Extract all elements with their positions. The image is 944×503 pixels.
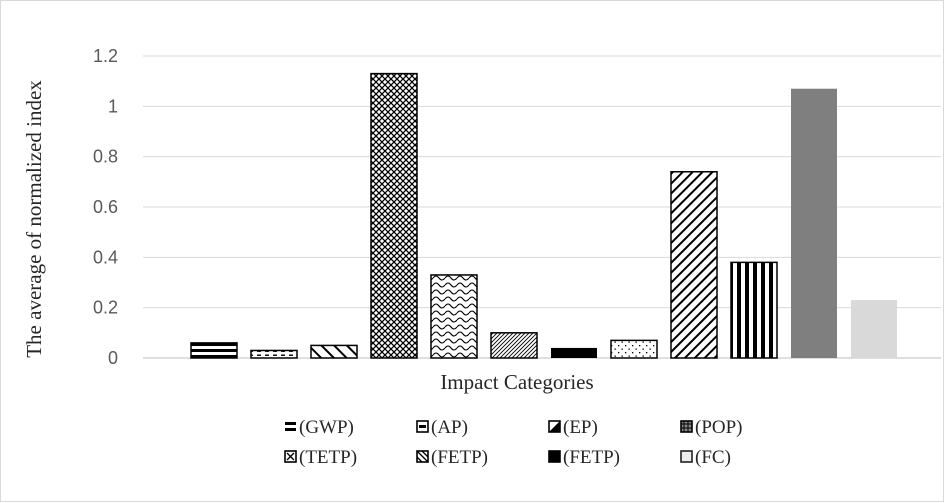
legend-label: (POP) xyxy=(695,417,743,438)
bar xyxy=(310,344,358,359)
bars xyxy=(190,72,897,359)
legend-label: (FETP) xyxy=(431,447,488,468)
bar xyxy=(791,88,837,358)
x-axis-title: Impact Categories xyxy=(440,370,593,394)
legend-item: (AP) xyxy=(416,417,468,438)
legend-item: (GWP) xyxy=(285,417,354,438)
legend-item: (FETP) xyxy=(416,447,488,468)
y-tick-label: 0 xyxy=(108,348,118,368)
bar xyxy=(730,261,778,359)
bar xyxy=(490,332,538,359)
legend-swatch-icon xyxy=(548,420,561,433)
legend-swatch-icon xyxy=(416,450,429,463)
legend-item: (FETP) xyxy=(548,447,620,468)
legend-label: (AP) xyxy=(431,417,468,438)
bar xyxy=(670,171,718,359)
legend-swatch-icon xyxy=(284,450,297,463)
bar xyxy=(430,274,478,359)
legend-label: (GWP) xyxy=(299,417,354,438)
legend-label: (EP) xyxy=(563,417,598,438)
legend-item: (FC) xyxy=(680,447,731,468)
legend-swatch-icon xyxy=(680,420,693,433)
legend-label: (FC) xyxy=(695,447,731,468)
legend-label: (FETP) xyxy=(563,447,620,468)
legend-label: (TETP) xyxy=(299,447,357,468)
bar xyxy=(370,72,418,359)
y-tick-label: 0.8 xyxy=(93,147,118,167)
y-tick-label: 1 xyxy=(108,96,118,116)
legend-item: (EP) xyxy=(548,417,598,438)
bar xyxy=(190,342,238,359)
bar xyxy=(551,347,597,358)
legend: (GWP) (AP) (EP) (POP) (TETP) (FETP) (FETP) (FC… xyxy=(284,417,743,468)
gridlines xyxy=(143,55,941,359)
legend-swatch-icon xyxy=(548,450,561,463)
bar xyxy=(250,349,298,359)
legend-item: (POP) xyxy=(680,417,743,438)
y-tick-label: 1.2 xyxy=(93,46,118,66)
legend-item: (TETP) xyxy=(284,447,357,468)
bar xyxy=(851,300,897,358)
y-tick-label: 0.2 xyxy=(93,298,118,318)
legend-swatch-icon xyxy=(680,450,693,463)
y-tick-label: 0.6 xyxy=(93,197,118,217)
y-axis-ticks: 0 0.2 0.4 0.6 0.8 1 1.2 xyxy=(93,46,118,368)
bar xyxy=(610,339,658,359)
y-tick-label: 0.4 xyxy=(93,247,118,267)
y-axis-title: The average of normalized index xyxy=(22,80,46,358)
legend-swatch-icon xyxy=(416,420,429,433)
legend-swatch-icon xyxy=(285,422,296,431)
